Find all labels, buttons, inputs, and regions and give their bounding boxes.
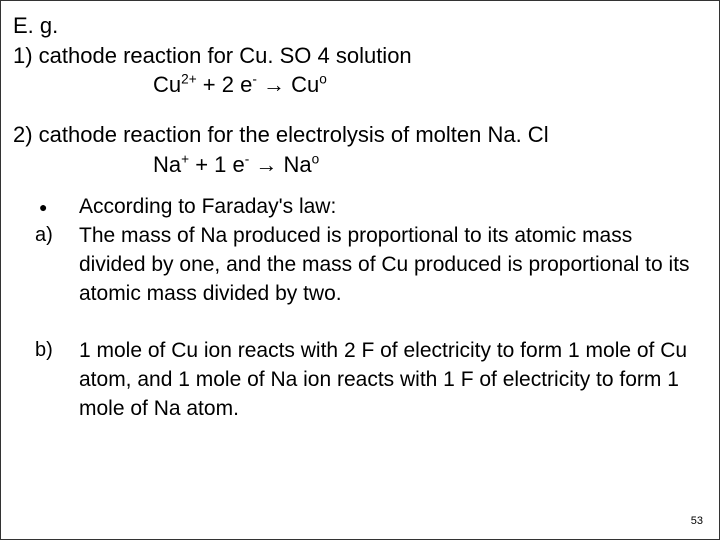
- equation-1: Cu2+ + 2 e- → Cuo: [13, 70, 707, 100]
- eq2-lhs-species: Na: [153, 152, 181, 177]
- item-b-text: 1 mole of Cu ion reacts with 2 F of elec…: [79, 337, 707, 424]
- item-a-marker: a): [35, 222, 79, 250]
- item-b-row: b) 1 mole of Cu ion reacts with 2 F of e…: [35, 337, 707, 424]
- item-b-marker: b): [35, 337, 79, 365]
- eq2-rhs-species: Na: [284, 152, 312, 177]
- eq2-plus: +: [189, 152, 214, 177]
- item-a-text: The mass of Na produced is proportional …: [79, 222, 707, 309]
- item-a-row: a) The mass of Na produced is proportion…: [35, 222, 707, 309]
- page-number: 53: [691, 515, 703, 527]
- eq2-arrow: →: [249, 152, 283, 177]
- section2-label: 2) cathode reaction for the electrolysis…: [13, 120, 707, 150]
- eq1-lhs-charge: 2+: [181, 72, 197, 87]
- eq1-lhs-species: Cu: [153, 72, 181, 97]
- bullet-text: According to Faraday's law:: [79, 193, 707, 222]
- eq2-rhs-super: o: [312, 151, 320, 166]
- eq1-arrow: →: [257, 72, 291, 97]
- eq1-rhs-species: Cu: [291, 72, 319, 97]
- bullet-icon: ●: [35, 193, 79, 221]
- eq1-plus: +: [197, 72, 222, 97]
- eq1-rhs-super: o: [319, 72, 327, 87]
- bullet-row: ● According to Faraday's law:: [35, 193, 707, 222]
- heading-eg: E. g.: [13, 11, 707, 41]
- section1-label: 1) cathode reaction for Cu. SO 4 solutio…: [13, 41, 707, 71]
- eq2-lhs-charge: +: [181, 151, 189, 166]
- eq2-coeff: 1 e: [214, 152, 245, 177]
- eq1-coeff: 2 e: [222, 72, 253, 97]
- equation-2: Na+ + 1 e- → Nao: [13, 150, 707, 180]
